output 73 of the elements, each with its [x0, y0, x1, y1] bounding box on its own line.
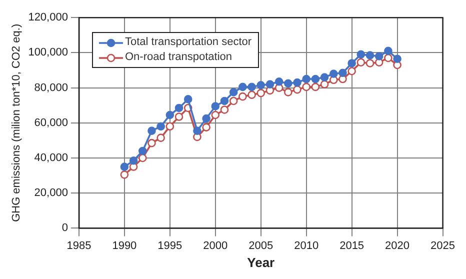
- y-tick-label: 60,000: [34, 116, 68, 129]
- point: [256, 81, 266, 90]
- point: [138, 146, 147, 156]
- point: [238, 92, 247, 101]
- y-tick-label: 0: [62, 222, 68, 234]
- point: [256, 88, 266, 98]
- x-axis-title: Year: [247, 254, 275, 270]
- point: [238, 82, 247, 92]
- point: [284, 79, 292, 88]
- point: [293, 85, 302, 94]
- x-tick-label: 2005: [248, 240, 274, 252]
- y-tick-label: 100,000: [28, 46, 68, 59]
- point: [384, 46, 392, 56]
- x-tick-label: 1990: [112, 240, 137, 252]
- point: [348, 59, 356, 68]
- point: [248, 90, 256, 99]
- y-tick-label: 20,000: [34, 187, 68, 200]
- point: [302, 74, 310, 84]
- point: [220, 106, 229, 114]
- point: [229, 88, 238, 96]
- point: [148, 126, 156, 135]
- point: [184, 95, 192, 104]
- y-axis-title: GHG emissions (milion ton*10, CO2 eq.): [10, 24, 23, 222]
- y-tick-label: 120,000: [28, 12, 68, 24]
- point: [311, 74, 320, 84]
- point: [366, 51, 374, 60]
- x-tick-label: 2025: [430, 240, 456, 252]
- point: [129, 156, 138, 165]
- point: [148, 138, 156, 148]
- point: [384, 54, 392, 62]
- point: [284, 88, 292, 96]
- point: [356, 50, 366, 59]
- x-tick-label: 2010: [294, 240, 319, 252]
- y-tick-label: 80,000: [34, 82, 68, 94]
- x-tick-label: 2000: [203, 240, 228, 252]
- point: [320, 80, 329, 88]
- x-tick-label: 2015: [340, 240, 364, 252]
- point: [266, 80, 274, 88]
- x-tick-label: 2020: [385, 240, 410, 252]
- point: [338, 68, 347, 78]
- point: [274, 78, 284, 86]
- point: [329, 70, 338, 78]
- legend-label: On-road transpotation: [125, 50, 232, 65]
- point: [156, 134, 165, 142]
- point: [320, 73, 329, 82]
- point: [220, 96, 229, 106]
- point: [293, 78, 302, 87]
- point: [138, 154, 147, 162]
- point: [374, 52, 384, 60]
- point: [211, 110, 220, 120]
- point: [202, 123, 210, 132]
- point: [120, 170, 129, 179]
- point: [229, 96, 238, 106]
- x-tick-label: 1995: [158, 240, 182, 252]
- point: [366, 59, 374, 68]
- point: [302, 82, 310, 92]
- point: [166, 110, 174, 120]
- point: [348, 66, 356, 76]
- point: [193, 126, 202, 135]
- point: [311, 82, 320, 92]
- point: [156, 122, 165, 131]
- point: [174, 104, 184, 112]
- y-tick-label: 40,000: [34, 152, 68, 164]
- point: [356, 58, 366, 66]
- point: [120, 162, 129, 171]
- point: [174, 112, 184, 121]
- point: [166, 122, 174, 131]
- x-tick-label: 1985: [66, 240, 92, 252]
- legend-label: Total transportation sector: [125, 35, 252, 50]
- point: [211, 102, 220, 110]
- point: [248, 82, 256, 92]
- point: [393, 54, 402, 63]
- point: [202, 114, 210, 123]
